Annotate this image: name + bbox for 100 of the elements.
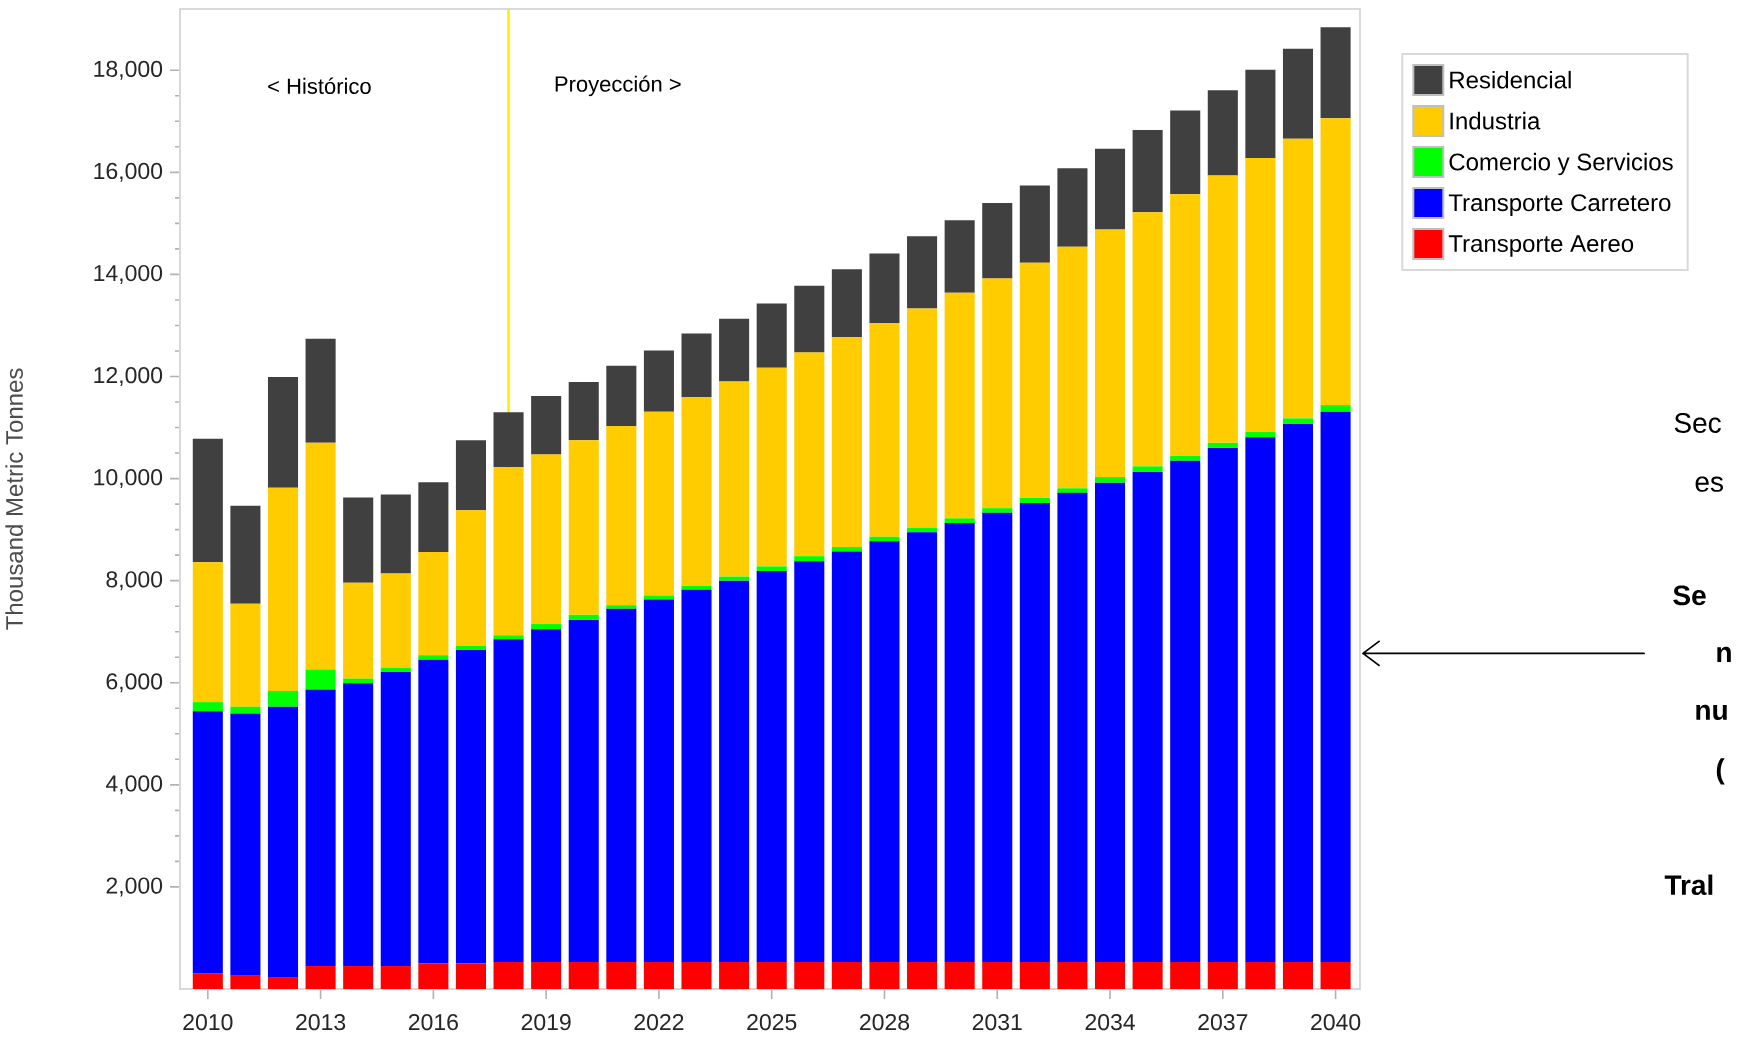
y-tick-label: 8,000 — [106, 571, 163, 591]
bar — [343, 497, 374, 583]
bar — [1245, 158, 1276, 432]
bar — [756, 961, 787, 989]
bar — [831, 961, 862, 989]
y-tick-label: 2,000 — [106, 877, 163, 897]
bar — [944, 292, 975, 519]
bar — [719, 381, 750, 577]
bar — [643, 350, 674, 412]
bar — [192, 702, 223, 712]
y-tick-label: 6,000 — [106, 673, 163, 693]
bar — [831, 551, 862, 962]
y-tick-label: 18,000 — [94, 60, 163, 80]
bar — [982, 278, 1013, 509]
bar — [869, 322, 900, 537]
bar — [982, 961, 1013, 989]
bar — [1057, 488, 1088, 493]
bar — [455, 650, 486, 964]
bar — [1094, 477, 1126, 483]
bar — [982, 202, 1013, 279]
bar — [1245, 961, 1276, 989]
bar — [869, 961, 900, 989]
bar — [531, 624, 562, 630]
bar — [568, 614, 599, 620]
bar — [305, 669, 336, 690]
bar — [380, 494, 411, 574]
bar — [1019, 503, 1050, 962]
bar — [794, 352, 825, 557]
bar — [455, 440, 486, 511]
y-tick-label: 12,000 — [94, 366, 163, 386]
bar — [1019, 961, 1050, 989]
bar — [681, 961, 712, 989]
bar — [794, 561, 825, 962]
bar — [831, 269, 862, 338]
bar — [869, 536, 900, 542]
bar — [869, 253, 900, 323]
bar — [568, 382, 599, 441]
bar — [944, 522, 975, 962]
bar — [982, 512, 1013, 962]
bar — [1170, 961, 1201, 989]
bar — [643, 961, 674, 989]
x-tick-label: 2025 — [747, 1014, 797, 1031]
bar — [1320, 411, 1351, 962]
bar — [418, 482, 449, 553]
bar — [606, 605, 637, 609]
bar — [681, 585, 712, 590]
bar — [1132, 961, 1163, 989]
annotation: Proyección > — [555, 75, 681, 97]
bar — [794, 961, 825, 989]
bar — [1132, 129, 1163, 213]
bar — [230, 505, 261, 604]
bar — [1245, 69, 1276, 159]
bar — [794, 285, 825, 353]
text: es — [1695, 476, 1723, 492]
bar — [756, 570, 787, 962]
bar — [230, 603, 261, 707]
bar — [1170, 455, 1201, 461]
bar — [343, 683, 374, 967]
bar — [944, 220, 975, 293]
bar — [1094, 229, 1126, 478]
bar — [418, 655, 449, 660]
bar — [1094, 482, 1126, 962]
bar — [1282, 418, 1314, 424]
bar — [606, 961, 637, 989]
bar — [305, 966, 336, 989]
y-axis-title: Thousand Metric Tonnes — [5, 368, 23, 630]
bar — [531, 395, 562, 455]
bar — [1282, 961, 1314, 989]
bar — [719, 576, 750, 581]
bar — [1019, 185, 1050, 263]
bar — [1057, 492, 1088, 962]
bar — [1132, 212, 1163, 467]
y-tick-label: 10,000 — [94, 469, 163, 489]
bar — [380, 573, 411, 668]
bar — [643, 599, 674, 962]
bar — [606, 426, 637, 606]
text: Tral — [1664, 874, 1713, 896]
legend-label: Industria — [1450, 111, 1541, 130]
bar — [493, 639, 524, 962]
x-tick-label: 2010 — [183, 1014, 233, 1031]
bar — [907, 961, 938, 989]
bar — [907, 308, 938, 528]
bar — [418, 552, 449, 656]
bar — [1132, 471, 1163, 962]
bar — [756, 566, 787, 571]
bar — [455, 510, 486, 646]
bar — [1170, 460, 1201, 962]
bar — [380, 667, 411, 673]
x-tick-label: 2022 — [634, 1014, 684, 1031]
legend-label: Comercio y Servicios — [1449, 152, 1673, 176]
bar — [1320, 118, 1351, 406]
bar — [192, 562, 223, 703]
bar — [192, 438, 223, 563]
bar — [719, 580, 750, 962]
bar — [531, 454, 562, 625]
bar — [418, 659, 449, 964]
x-tick-label: 2040 — [1311, 1014, 1361, 1031]
bar — [1282, 138, 1314, 419]
bar — [606, 365, 637, 427]
bar — [493, 961, 524, 989]
